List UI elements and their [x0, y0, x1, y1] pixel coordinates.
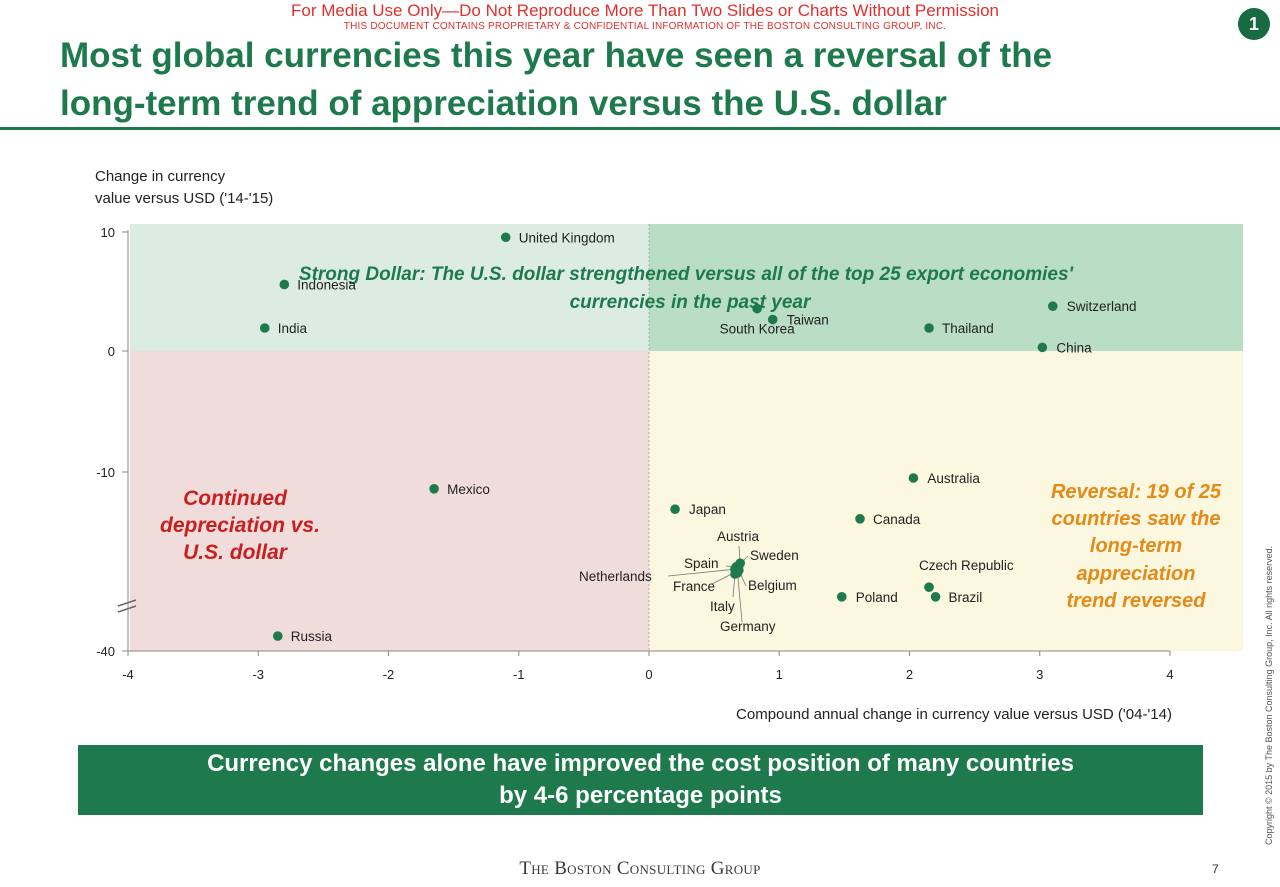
slide-title-line-1: Most global currencies this year have se… — [60, 36, 1053, 75]
y-axis-label-line-1: Change in currency — [95, 168, 226, 185]
point-label-mexico: Mexico — [447, 482, 490, 497]
x-tick-label: -2 — [383, 667, 395, 682]
x-tick-label: -1 — [513, 667, 525, 682]
y-tick-label: 0 — [108, 344, 115, 359]
axis-break-mark — [117, 599, 137, 607]
point-label-australia: Australia — [927, 471, 980, 486]
point-label-canada: Canada — [873, 512, 921, 527]
reversal-text-line-2: countries saw the — [1052, 508, 1221, 530]
slide-title-line-2: long-term trend of appreciation versus t… — [60, 84, 947, 123]
page-number: 7 — [1212, 862, 1219, 876]
callout-line-1: Currency changes alone have improved the… — [207, 750, 1074, 777]
data-point-russia — [272, 631, 283, 641]
point-label-austria: Austria — [717, 529, 760, 544]
data-point-switzerland — [1047, 301, 1058, 312]
x-tick-label: 3 — [1036, 667, 1043, 682]
reversal-text-line-4: appreciation — [1077, 563, 1196, 585]
point-label-france: France — [673, 579, 715, 594]
point-label-czech-republic: Czech Republic — [919, 558, 1014, 573]
point-label-indonesia: Indonesia — [297, 277, 356, 292]
x-tick-label: 2 — [906, 667, 913, 682]
media-notice: For Media Use Only—Do Not Reproduce More… — [291, 1, 999, 20]
axis-break-mark — [117, 605, 137, 613]
depreciation-zone — [130, 351, 649, 651]
x-tick-label: 0 — [645, 667, 652, 682]
x-tick-label: 4 — [1166, 667, 1173, 682]
data-point-taiwan — [767, 314, 778, 325]
reversal-text-line-3: long-term — [1090, 535, 1182, 557]
point-label-poland: Poland — [856, 590, 898, 605]
point-label-brazil: Brazil — [949, 590, 983, 605]
data-point-south-korea — [752, 303, 762, 314]
x-tick-label: -4 — [122, 667, 134, 682]
data-point-japan — [670, 504, 680, 514]
point-label-south-korea: South Korea — [720, 322, 796, 337]
reversal-zone — [649, 351, 1243, 651]
x-tick-label: 1 — [776, 667, 783, 682]
depreciation-text-line-2: depreciation vs. — [160, 514, 320, 537]
scatter-chart: 100-10-40 -4 -3 -2 -1 0 1 2 3 4 Change in curren… — [95, 168, 1243, 723]
data-point-poland — [836, 592, 847, 602]
data-point-australia — [908, 473, 919, 483]
point-label-thailand: Thailand — [942, 321, 994, 336]
point-label-netherlands: Netherlands — [579, 569, 652, 584]
point-label-switzerland: Switzerland — [1067, 299, 1137, 314]
title-divider — [0, 127, 1280, 130]
point-label-spain: Spain — [684, 556, 719, 571]
slide-title: Most global currencies this year have se… — [60, 32, 1240, 128]
y-tick-label: 10 — [101, 225, 115, 240]
reversal-text-line-1: Reversal: 19 of 25 — [1051, 481, 1222, 503]
leader-line-netherlands — [667, 568, 736, 577]
data-point-indonesia — [279, 279, 290, 290]
data-point-czech-republic — [924, 582, 934, 592]
point-label-japan: Japan — [689, 502, 726, 517]
data-point-germany — [732, 568, 743, 578]
data-point-china — [1037, 342, 1048, 353]
reversal-text-line-5: trend reversed — [1067, 590, 1207, 612]
point-label-india: India — [278, 321, 308, 336]
data-point-india — [259, 323, 270, 333]
x-tick-label: -3 — [252, 667, 264, 682]
confidential-notice: THIS DOCUMENT CONTAINS PROPRIETARY & CON… — [343, 21, 947, 32]
data-point-mexico — [429, 484, 439, 494]
point-label-russia: Russia — [291, 629, 333, 644]
slide-number-badge: 1 — [1238, 8, 1270, 40]
strong-dollar-zone-right — [649, 224, 1243, 351]
strong-dollar-text-line-2: currencies in the past year — [570, 292, 812, 313]
point-label-sweden: Sweden — [750, 548, 799, 563]
data-point-united-kingdom — [500, 232, 511, 243]
point-label-taiwan: Taiwan — [787, 313, 829, 328]
depreciation-text-line-3: U.S. dollar — [183, 541, 289, 564]
point-label-china: China — [1056, 340, 1092, 355]
y-axis-label-line-2: value versus USD ('14-'15) — [95, 190, 273, 207]
point-label-belgium: Belgium — [748, 578, 797, 593]
x-axis-label: Compound annual change in currency value… — [736, 706, 1172, 723]
y-tick-label: -10 — [96, 465, 115, 480]
point-label-germany: Germany — [720, 619, 776, 634]
bcg-logo: The Boston Consulting Group — [519, 858, 761, 879]
depreciation-text-line-1: Continued — [183, 487, 288, 510]
leader-line-germany — [737, 572, 743, 623]
data-point-canada — [855, 514, 865, 524]
strong-dollar-zone-left — [130, 224, 649, 351]
copyright-notice: Copyright © 2015 by The Boston Consultin… — [1264, 545, 1274, 845]
callout-banner: Currency changes alone have improved the… — [78, 745, 1203, 815]
point-label-united-kingdom: United Kingdom — [519, 230, 615, 245]
data-point-brazil — [930, 592, 941, 602]
point-label-italy: Italy — [710, 599, 735, 614]
y-tick-label: -40 — [96, 644, 115, 659]
callout-line-2: by 4-6 percentage points — [499, 782, 782, 809]
data-point-thailand — [924, 323, 934, 333]
strong-dollar-text-line-1: Strong Dollar: The U.S. dollar strengthe… — [299, 264, 1075, 285]
